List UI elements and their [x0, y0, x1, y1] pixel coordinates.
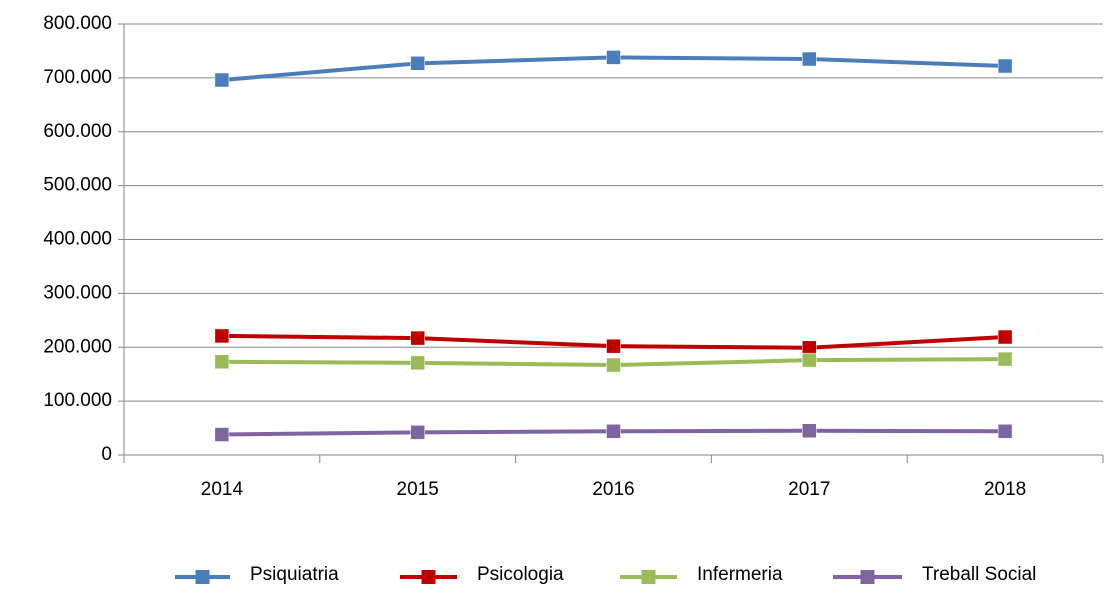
data-point: [214, 354, 230, 370]
data-point: [606, 357, 621, 373]
y-tick-label: 100.000: [43, 390, 112, 411]
legend-marker: [860, 570, 875, 584]
y-tick-label: 500.000: [43, 175, 112, 196]
x-tick-label: 2018: [984, 479, 1026, 500]
legend-label: Psicologia: [477, 564, 564, 585]
data-point: [606, 338, 621, 354]
data-point: [802, 352, 817, 368]
data-point: [997, 424, 1013, 439]
y-tick-label: 700.000: [43, 67, 112, 88]
y-tick-label: 0: [101, 444, 112, 465]
x-tick-label: 2015: [397, 479, 439, 500]
data-point: [606, 424, 621, 439]
data-point: [802, 340, 817, 356]
data-point: [410, 330, 425, 346]
legend-label: Psiquiatria: [250, 564, 339, 585]
y-tick-label: 200.000: [43, 336, 112, 357]
data-point: [802, 51, 817, 67]
legend-label: Infermeria: [697, 564, 783, 585]
legend-label: Treball Social: [922, 564, 1036, 585]
x-tick-label: 2014: [201, 479, 244, 500]
data-point: [997, 58, 1013, 74]
data-point: [214, 427, 230, 442]
y-tick-label: 800.000: [43, 13, 112, 34]
data-point: [214, 328, 230, 344]
legend-marker: [641, 570, 656, 584]
data-point: [214, 72, 230, 88]
data-point: [606, 50, 621, 65]
data-point: [410, 56, 425, 71]
y-tick-label: 600.000: [43, 121, 112, 142]
data-point: [997, 329, 1013, 345]
data-point: [410, 355, 425, 371]
y-tick-label: 400.000: [43, 229, 112, 250]
data-point: [802, 423, 817, 439]
data-point: [410, 425, 425, 440]
x-tick-label: 2017: [788, 479, 830, 500]
x-tick-label: 2016: [592, 479, 634, 500]
legend-marker: [421, 570, 436, 584]
legend-marker: [195, 570, 210, 584]
y-tick-label: 300.000: [43, 282, 112, 303]
data-point: [997, 351, 1013, 367]
